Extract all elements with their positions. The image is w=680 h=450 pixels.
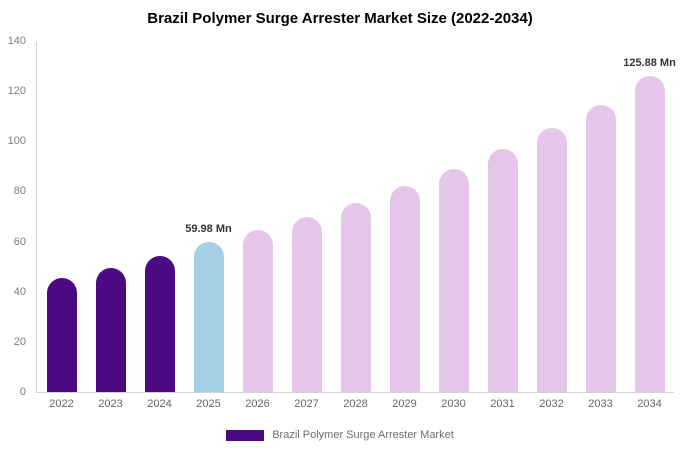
plot-area: 2022 2023 2024 59.98 Mn 2025 2026 2027 2028 2029…: [36, 42, 676, 410]
bar-column: 2027: [282, 42, 331, 410]
bar-column: 59.98 Mn 2025: [184, 42, 233, 410]
bar-2033: [585, 104, 616, 392]
bar-column: 125.88 Mn 2034: [623, 42, 676, 410]
bar-column: 2032: [527, 42, 576, 410]
y-axis: 0 20 40 60 80 100 120 140: [0, 36, 32, 398]
bar-value-label: 59.98 Mn: [185, 222, 232, 235]
y-tick-label: 20: [13, 335, 26, 348]
x-axis-label: 2025: [196, 398, 221, 410]
bar-2026: [242, 230, 273, 392]
x-axis-label: 2028: [343, 398, 368, 410]
legend-label: Brazil Polymer Surge Arrester Market: [272, 429, 454, 441]
bar-2023: [95, 267, 126, 392]
x-axis-label: 2030: [441, 398, 466, 410]
bar-2028: [340, 202, 371, 392]
y-tick-label: 140: [7, 35, 26, 47]
bar-column: 2033: [576, 42, 625, 410]
y-tick-label: 80: [13, 185, 26, 198]
bar-value-label: 125.88 Mn: [623, 57, 676, 70]
bar-2032: [536, 128, 567, 392]
y-tick-label: 40: [13, 285, 26, 298]
x-axis-label: 2033: [588, 398, 613, 410]
x-axis-label: 2026: [245, 398, 270, 410]
x-axis-label: 2034: [637, 398, 662, 410]
bar-2031: [487, 149, 518, 392]
bar-column: 2024: [135, 42, 184, 410]
y-tick-label: 60: [13, 235, 26, 248]
x-axis-label: 2024: [147, 398, 172, 410]
legend: Brazil Polymer Surge Arrester Market: [0, 429, 680, 441]
x-axis-label: 2022: [49, 398, 74, 410]
x-axis-label: 2023: [98, 398, 123, 410]
bar-2024: [144, 256, 175, 392]
bar-2022: [46, 277, 77, 392]
bar-2029: [389, 186, 420, 392]
bar-column: 2029: [380, 42, 429, 410]
y-tick-label: 100: [7, 135, 26, 148]
x-axis-label: 2032: [539, 398, 564, 410]
bar-column: 2031: [478, 42, 527, 410]
chart-title: Brazil Polymer Surge Arrester Market Siz…: [147, 10, 533, 27]
x-axis-label: 2027: [294, 398, 319, 410]
bar-column: 2028: [331, 42, 380, 410]
bar-2025: [193, 241, 224, 392]
bar-column: 2022: [37, 42, 86, 410]
y-tick-label: 0: [19, 386, 26, 398]
bar-column: 2023: [86, 42, 135, 410]
bar-column: 2030: [429, 42, 478, 410]
x-axis-label: 2031: [490, 398, 515, 410]
bar-2030: [438, 168, 469, 392]
legend-swatch: [226, 429, 265, 441]
bar-column: 2026: [233, 42, 282, 410]
plot-wrapper: 0 20 40 60 80 100 120 140 2022 2023 2024 59.98 Mn 2…: [8, 36, 676, 411]
bar-2034: [634, 76, 665, 392]
x-axis-label: 2029: [392, 398, 417, 410]
bar-2027: [291, 217, 322, 392]
y-tick-label: 120: [7, 85, 26, 98]
